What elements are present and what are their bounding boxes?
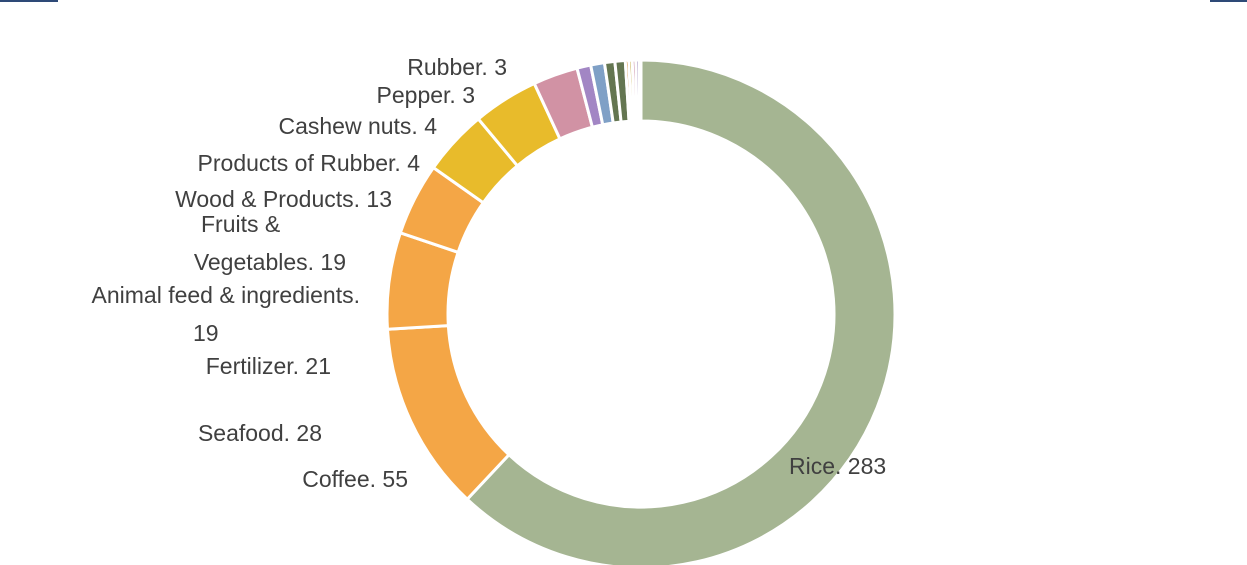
- slice-rice: [465, 58, 897, 565]
- data-label-rice: Rice. 283: [789, 453, 886, 479]
- data-label-pepper: Pepper. 3: [377, 82, 475, 108]
- data-label-products-of-rubber: Products of Rubber. 4: [198, 150, 421, 176]
- data-label-fertilizer: Fertilizer. 21: [206, 353, 331, 379]
- data-label-coffee: Coffee. 55: [302, 466, 408, 492]
- slice-other-15: [637, 58, 643, 123]
- data-label-seafood: Seafood. 28: [198, 420, 322, 446]
- data-label-cashew-nuts: Cashew nuts. 4: [278, 113, 437, 139]
- data-label-fruits-vegetables: Fruits & Vegetables. 19: [194, 211, 346, 275]
- data-label-animal-feed-ingredients: Animal feed & ingredients. 19: [92, 282, 361, 346]
- data-label-rubber: Rubber. 3: [407, 54, 507, 80]
- data-label-wood-products: Wood & Products. 13: [175, 186, 392, 212]
